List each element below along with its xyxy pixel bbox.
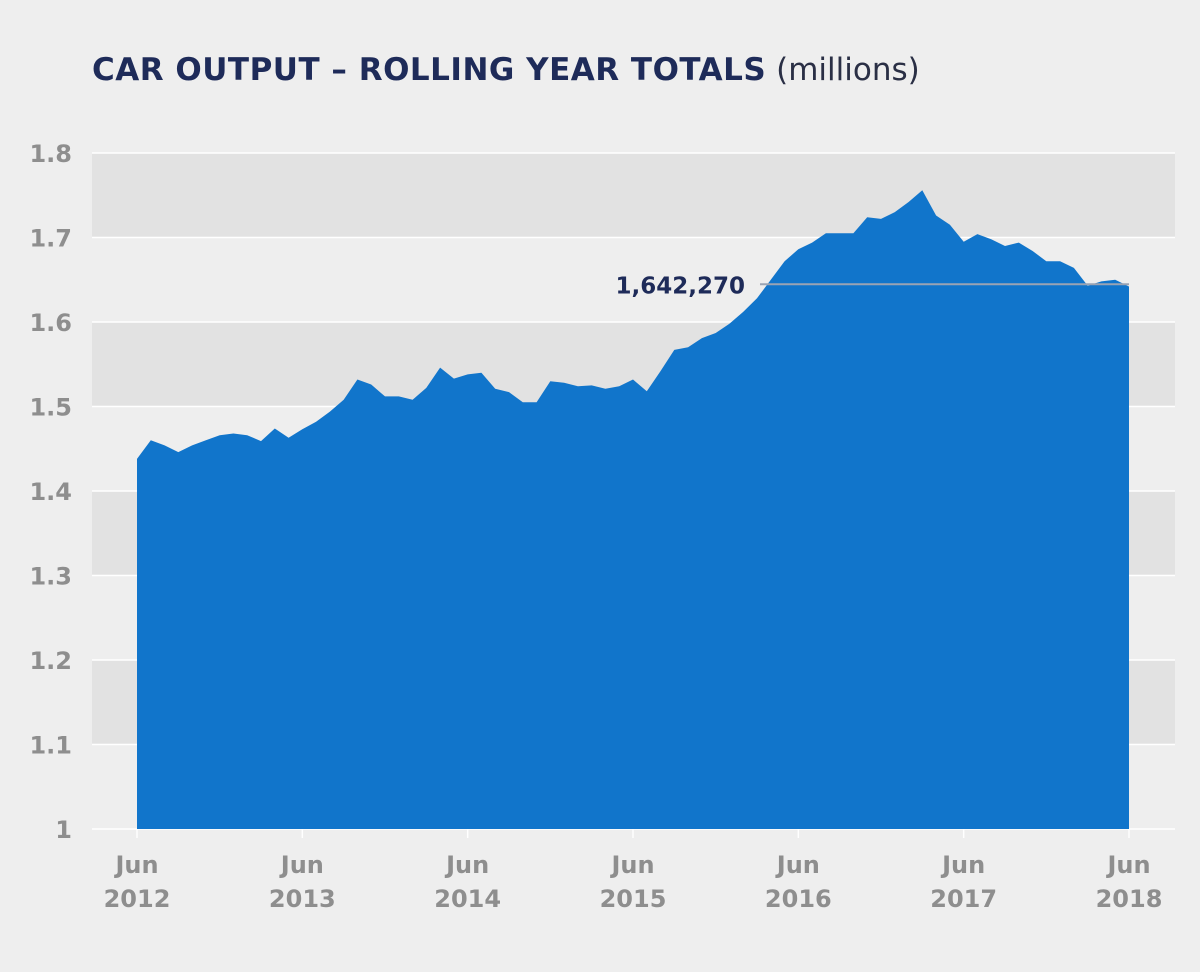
y-tick-label: 1.6 <box>29 309 72 337</box>
y-tick-label: 1.2 <box>29 647 72 675</box>
y-tick-label: 1.8 <box>29 140 72 168</box>
x-tick-label-month: Jun <box>609 851 654 879</box>
y-tick-label: 1.3 <box>29 563 72 591</box>
y-tick-label: 1.4 <box>29 478 72 506</box>
chart-title: CAR OUTPUT – ROLLING YEAR TOTALS (millio… <box>92 52 920 88</box>
chart-title-main: CAR OUTPUT – ROLLING YEAR TOTALS <box>92 52 767 88</box>
y-tick-label: 1 <box>55 816 72 844</box>
area-series <box>137 190 1129 829</box>
x-tick-label-year: 2018 <box>1096 885 1163 913</box>
x-tick-label-year: 2017 <box>930 885 997 913</box>
annotation-layer: 1,642,270 <box>616 273 1129 299</box>
x-tick-label-month: Jun <box>113 851 158 879</box>
x-tick-label-year: 2012 <box>104 885 171 913</box>
area-layer <box>137 190 1129 829</box>
x-tick-label-year: 2015 <box>600 885 667 913</box>
x-tick-label-year: 2016 <box>765 885 832 913</box>
x-axis: Jun 2012 Jun 2013 Jun 2014 Jun 2015 Jun 2016 Jun 20… <box>104 829 1163 913</box>
x-tick-label-month: Jun <box>775 851 820 879</box>
y-axis: 1 1.1 1.2 1.3 1.4 1.5 1.6 1.7 1.8 <box>29 140 72 844</box>
y-tick-label: 1.1 <box>29 732 72 760</box>
x-tick-label-year: 2013 <box>269 885 336 913</box>
x-tick-label-month: Jun <box>1105 851 1150 879</box>
chart-title-unit: (millions) <box>776 52 920 88</box>
x-tick-label-month: Jun <box>940 851 985 879</box>
x-tick-label-month: Jun <box>444 851 489 879</box>
x-tick-label-month: Jun <box>279 851 324 879</box>
y-tick-label: 1.7 <box>29 225 72 253</box>
y-tick-label: 1.5 <box>29 394 72 422</box>
x-tick-label-year: 2014 <box>434 885 501 913</box>
grid-band <box>92 153 1175 238</box>
annotation-label: 1,642,270 <box>616 273 746 299</box>
